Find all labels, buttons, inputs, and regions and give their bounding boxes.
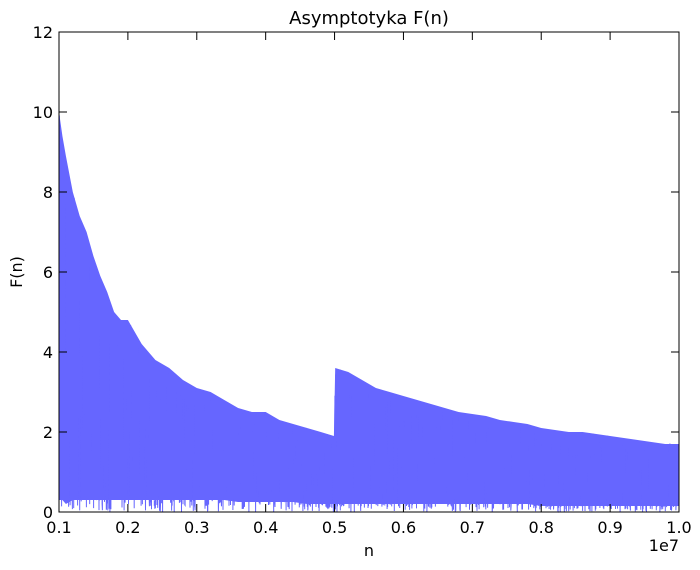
y-tick-label: 12 — [33, 23, 53, 42]
chart-title: Asymptotyka F(n) — [289, 8, 449, 29]
x-tick-label: 0.3 — [184, 518, 209, 537]
x-tick-label: 0.4 — [253, 518, 278, 537]
x-tick-label: 1.0 — [666, 518, 691, 537]
x-axis-label: n — [364, 541, 374, 560]
series-layer — [58, 112, 680, 513]
y-axis-label: F(n) — [7, 256, 26, 288]
y-tick-label: 2 — [43, 423, 53, 442]
x-tick-label: 0.6 — [391, 518, 416, 537]
y-tick-label: 4 — [43, 343, 53, 362]
y-tick-label: 10 — [33, 103, 53, 122]
y-tick-label: 0 — [43, 503, 53, 522]
plot-area: 0.1 0.2 0.3 0.4 0.5 0.6 0.7 0.8 0.9 1.0 0 2 4 6 8 10 12 — [33, 23, 692, 537]
y-tick-label: 6 — [43, 263, 53, 282]
series-0 — [58, 112, 680, 513]
x-tick-label: 0.8 — [528, 518, 553, 537]
x-tick-label: 0.1 — [46, 518, 71, 537]
x-tick-label: 0.2 — [115, 518, 140, 537]
x-tick-label: 0.5 — [322, 518, 347, 537]
x-tick-label: 0.9 — [597, 518, 622, 537]
series-line — [58, 115, 680, 513]
y-tick-label: 8 — [43, 183, 53, 202]
ticks-layer: 0.1 0.2 0.3 0.4 0.5 0.6 0.7 0.8 0.9 1.0 0 2 4 6 8 10 12 — [33, 23, 692, 537]
x-axis-offset-label: 1e7 — [649, 536, 679, 555]
x-tick-label: 0.7 — [460, 518, 485, 537]
